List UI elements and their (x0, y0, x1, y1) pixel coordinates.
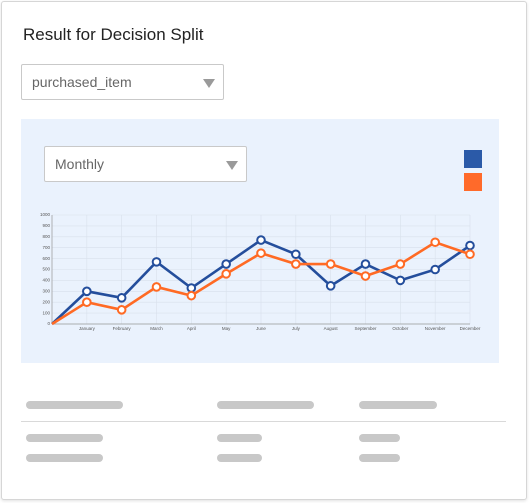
x-tick-label: January (79, 326, 96, 331)
y-tick-label: 400 (42, 278, 50, 283)
point (116, 293, 127, 303)
y-tick-label: 700 (42, 245, 50, 250)
point (256, 248, 266, 258)
point (395, 275, 406, 286)
period-dropdown[interactable]: Monthly (44, 146, 247, 182)
point (430, 237, 440, 248)
point (186, 290, 197, 301)
point (360, 271, 371, 281)
skeleton (359, 454, 400, 462)
point (256, 235, 266, 245)
point (360, 259, 371, 269)
point (221, 259, 231, 269)
x-tick-label: July (292, 326, 301, 331)
skeleton (359, 434, 400, 442)
y-tick-label: 800 (42, 234, 50, 239)
dropdown-value: Monthly (55, 156, 105, 172)
y-tick-label: 600 (42, 256, 50, 261)
x-tick-label: November (425, 326, 446, 331)
point (395, 259, 406, 269)
point (325, 281, 336, 291)
point (116, 305, 127, 315)
x-tick-label: August (324, 326, 339, 331)
skeleton (217, 434, 262, 442)
legend-swatch (464, 150, 482, 168)
point (186, 283, 197, 293)
skeleton (26, 401, 123, 409)
x-tick-label: February (113, 326, 132, 331)
x-tick-label: May (222, 326, 231, 331)
y-tick-label: 0 (47, 321, 50, 326)
point (291, 259, 301, 269)
divider (21, 421, 506, 422)
x-tick-label: March (150, 326, 163, 331)
skeleton (26, 434, 103, 442)
item-dropdown[interactable]: purchased_item (21, 64, 224, 100)
x-tick-label: September (354, 326, 377, 331)
title: Result for Decision Split (23, 25, 204, 44)
dropdown-arrow (203, 79, 215, 88)
skeleton (217, 401, 314, 409)
y-tick-label: 900 (42, 223, 50, 228)
skeleton (217, 454, 262, 462)
y-tick-label: 1000 (40, 212, 51, 217)
x-tick-label: April (187, 326, 196, 331)
x-tick-label: October (392, 326, 409, 331)
point (465, 249, 475, 260)
point (291, 249, 301, 260)
y-tick-label: 300 (42, 288, 50, 293)
point (221, 269, 231, 279)
point (430, 264, 440, 275)
point (325, 259, 336, 269)
dropdown-arrow (226, 161, 238, 170)
point (82, 286, 92, 297)
dropdown-value: purchased_item (32, 74, 132, 90)
y-tick-label: 100 (42, 310, 50, 315)
point (82, 297, 92, 308)
y-tick-label: 500 (42, 267, 50, 272)
skeleton (359, 401, 437, 409)
point (151, 257, 162, 267)
point (151, 282, 162, 292)
point (465, 240, 475, 251)
legend-swatch (464, 173, 482, 191)
x-tick-label: June (256, 326, 266, 331)
y-tick-label: 200 (42, 299, 50, 304)
x-tick-label: December (460, 326, 481, 331)
skeleton (26, 454, 103, 462)
